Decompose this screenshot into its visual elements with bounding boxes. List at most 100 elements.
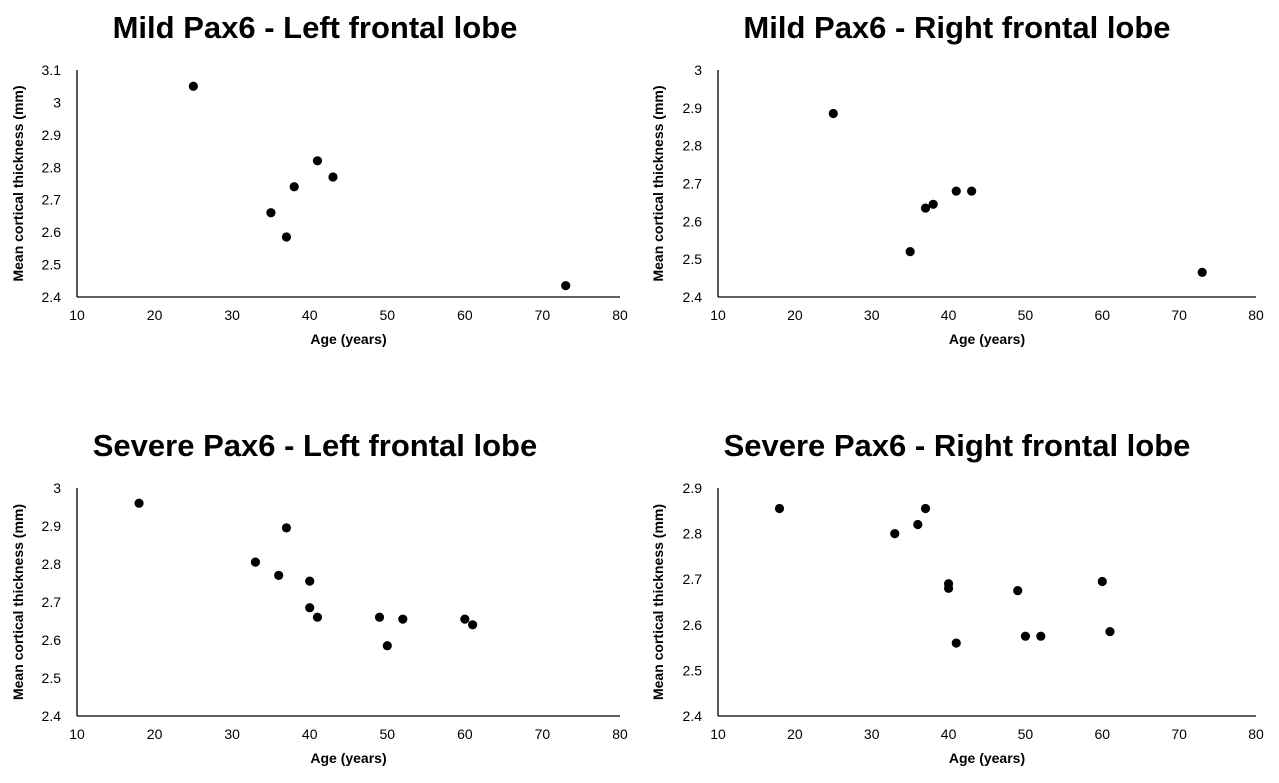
y-tick-label: 2.6: [683, 617, 703, 633]
data-point: [1197, 267, 1207, 278]
data-point: [398, 614, 408, 624]
y-tick-label: 2.5: [683, 251, 703, 267]
y-axis-label: Mean cortical thickness (mm): [10, 85, 26, 281]
x-tick-label: 40: [941, 726, 957, 742]
data-point: [1105, 627, 1115, 637]
y-tick-label: 2.6: [42, 224, 62, 240]
data-point: [312, 612, 323, 622]
data-point: [920, 503, 931, 514]
data-point: [1013, 586, 1023, 596]
data-point: [312, 156, 323, 166]
data-point: [305, 603, 315, 613]
data-point: [374, 612, 385, 622]
data-point: [281, 523, 292, 533]
data-point: [828, 108, 838, 119]
x-tick-label: 80: [1248, 726, 1264, 742]
x-tick-label: 10: [710, 307, 726, 323]
x-tick-label: 50: [379, 307, 395, 323]
x-tick-label: 50: [379, 726, 395, 742]
data-point: [774, 503, 785, 514]
y-tick-label: 2.8: [683, 138, 703, 154]
data-point: [134, 498, 144, 508]
y-axis-label: Mean cortical thickness (mm): [10, 504, 26, 700]
y-tick-label: 2.7: [683, 571, 703, 587]
data-point: [460, 614, 470, 624]
data-point: [305, 576, 315, 586]
x-tick-label: 50: [1018, 726, 1034, 742]
x-tick-label: 30: [224, 726, 240, 742]
chart-title: Severe Pax6 - Left frontal lobe: [93, 428, 537, 463]
data-point: [890, 529, 900, 539]
data-point: [905, 247, 915, 257]
chart-panel-mild-right: Mild Pax6 - Right frontal lobe 2.4 2.5 2.6 2…: [640, 0, 1279, 391]
data-point: [328, 172, 338, 182]
x-tick-label: 30: [864, 726, 880, 742]
data-point: [920, 203, 931, 213]
chart-panel-mild-left: Mild Pax6 - Left frontal lobe 2.4 2.5 2.6 2.…: [0, 0, 639, 391]
y-tick-label: 2.9: [683, 480, 703, 496]
chart-panel-severe-left: Severe Pax6 - Left frontal lobe 2.4 2.5 2.6…: [0, 392, 639, 783]
data-point: [266, 208, 276, 218]
x-tick-label: 60: [1094, 726, 1110, 742]
y-tick-label: 2.9: [683, 100, 703, 116]
data-point: [561, 281, 571, 291]
y-tick-label: 2.5: [683, 662, 703, 678]
x-tick-label: 10: [69, 726, 85, 742]
chart-title: Mild Pax6 - Right frontal lobe: [743, 10, 1170, 45]
y-tick-label: 2.8: [683, 526, 703, 542]
chart-panel-severe-right: Severe Pax6 - Right frontal lobe 2.4 2.5 2.…: [640, 392, 1279, 783]
data-point: [289, 182, 299, 192]
data-point: [951, 638, 961, 648]
y-tick-label: 2.5: [42, 257, 62, 273]
x-tick-label: 60: [1094, 307, 1110, 323]
y-tick-label: 3: [53, 480, 61, 496]
y-tick-label: 2.4: [42, 708, 62, 724]
y-tick-label: 2.7: [42, 192, 62, 208]
y-tick-label: 3: [694, 62, 702, 78]
x-tick-label: 40: [302, 726, 318, 742]
x-tick-label: 10: [69, 307, 85, 323]
y-tick-label: 2.4: [683, 289, 703, 305]
x-tick-label: 20: [787, 307, 803, 323]
data-point: [928, 199, 938, 209]
x-tick-label: 60: [457, 726, 473, 742]
x-axis-label: Age (years): [310, 331, 386, 347]
x-tick-label: 80: [612, 726, 628, 742]
x-tick-label: 20: [147, 726, 163, 742]
data-point: [250, 557, 261, 567]
y-tick-label: 2.7: [683, 176, 703, 192]
y-tick-label: 2.8: [42, 159, 62, 175]
data-point: [382, 641, 392, 651]
x-tick-label: 60: [457, 307, 473, 323]
x-tick-label: 70: [535, 726, 551, 742]
chart-title: Mild Pax6 - Left frontal lobe: [113, 10, 518, 45]
x-axis-label: Age (years): [949, 331, 1025, 347]
chart-svg-severe-right: Severe Pax6 - Right frontal lobe 2.4 2.5 2.…: [650, 428, 1264, 766]
x-tick-label: 20: [787, 726, 803, 742]
x-tick-label: 70: [1171, 726, 1187, 742]
y-axis-label: Mean cortical thickness (mm): [650, 85, 666, 281]
y-tick-label: 2.8: [42, 556, 62, 572]
data-point: [1097, 576, 1107, 587]
y-tick-label: 2.6: [683, 213, 703, 229]
data-point: [943, 583, 954, 593]
y-tick-label: 3.1: [42, 62, 62, 78]
y-tick-label: 2.9: [42, 518, 62, 534]
data-point: [913, 519, 923, 530]
x-axis-label: Age (years): [949, 750, 1025, 766]
x-tick-label: 40: [941, 307, 957, 323]
x-tick-label: 40: [302, 307, 318, 323]
data-point: [468, 620, 478, 630]
y-tick-label: 2.4: [683, 708, 703, 724]
y-tick-label: 2.7: [42, 594, 62, 610]
y-tick-label: 2.4: [42, 289, 62, 305]
y-axis-label: Mean cortical thickness (mm): [650, 504, 666, 700]
x-tick-label: 10: [710, 726, 726, 742]
x-tick-label: 30: [224, 307, 240, 323]
data-point: [1036, 631, 1046, 641]
data-point: [274, 570, 284, 580]
x-tick-label: 20: [147, 307, 163, 323]
x-axis-label: Age (years): [310, 750, 386, 766]
chart-svg-mild-left: Mild Pax6 - Left frontal lobe 2.4 2.5 2.6 2.…: [10, 10, 628, 347]
data-point: [188, 81, 198, 91]
